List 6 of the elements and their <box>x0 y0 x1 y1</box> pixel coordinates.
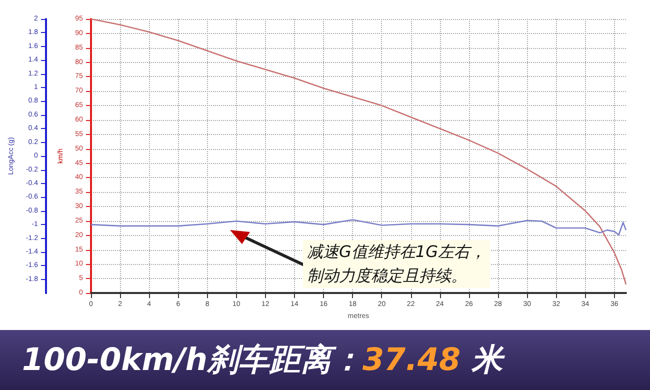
line-series <box>90 18 627 286</box>
text: 37.48 米 <box>362 342 502 378</box>
line-series <box>90 219 627 236</box>
text: 100-0km/h刹车距离： <box>22 342 362 378</box>
annotation: 制动力度稳定且持续。 <box>307 265 468 287</box>
annotation: 减速G值维持在1G左右， <box>307 241 486 263</box>
